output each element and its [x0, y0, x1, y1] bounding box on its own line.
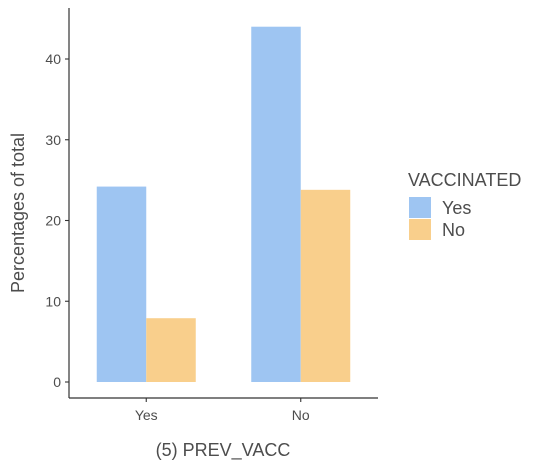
legend-label: Yes — [442, 198, 471, 218]
x-axis-ticks: Yes No — [135, 398, 310, 423]
legend-swatch — [409, 219, 431, 240]
y-tick-label: 20 — [45, 213, 61, 229]
y-tick-label: 0 — [53, 374, 61, 390]
y-tick-label: 10 — [45, 293, 61, 309]
bar — [300, 189, 351, 382]
y-tick-label: 40 — [45, 51, 61, 67]
bar — [96, 186, 147, 382]
x-axis-title: (5) PREV_VACC — [156, 440, 291, 461]
y-axis-title: Percentages of total — [8, 133, 28, 293]
bar — [146, 318, 196, 382]
legend-swatch — [409, 197, 431, 218]
plot-area — [96, 26, 351, 382]
y-axis-ticks: 0 10 20 30 40 — [45, 51, 69, 390]
x-tick-label: Yes — [135, 407, 158, 423]
y-tick-label: 30 — [45, 132, 61, 148]
x-tick-label: No — [292, 407, 310, 423]
bar — [251, 26, 301, 382]
legend-label: No — [442, 220, 465, 240]
legend-title: VACCINATED — [408, 170, 521, 190]
